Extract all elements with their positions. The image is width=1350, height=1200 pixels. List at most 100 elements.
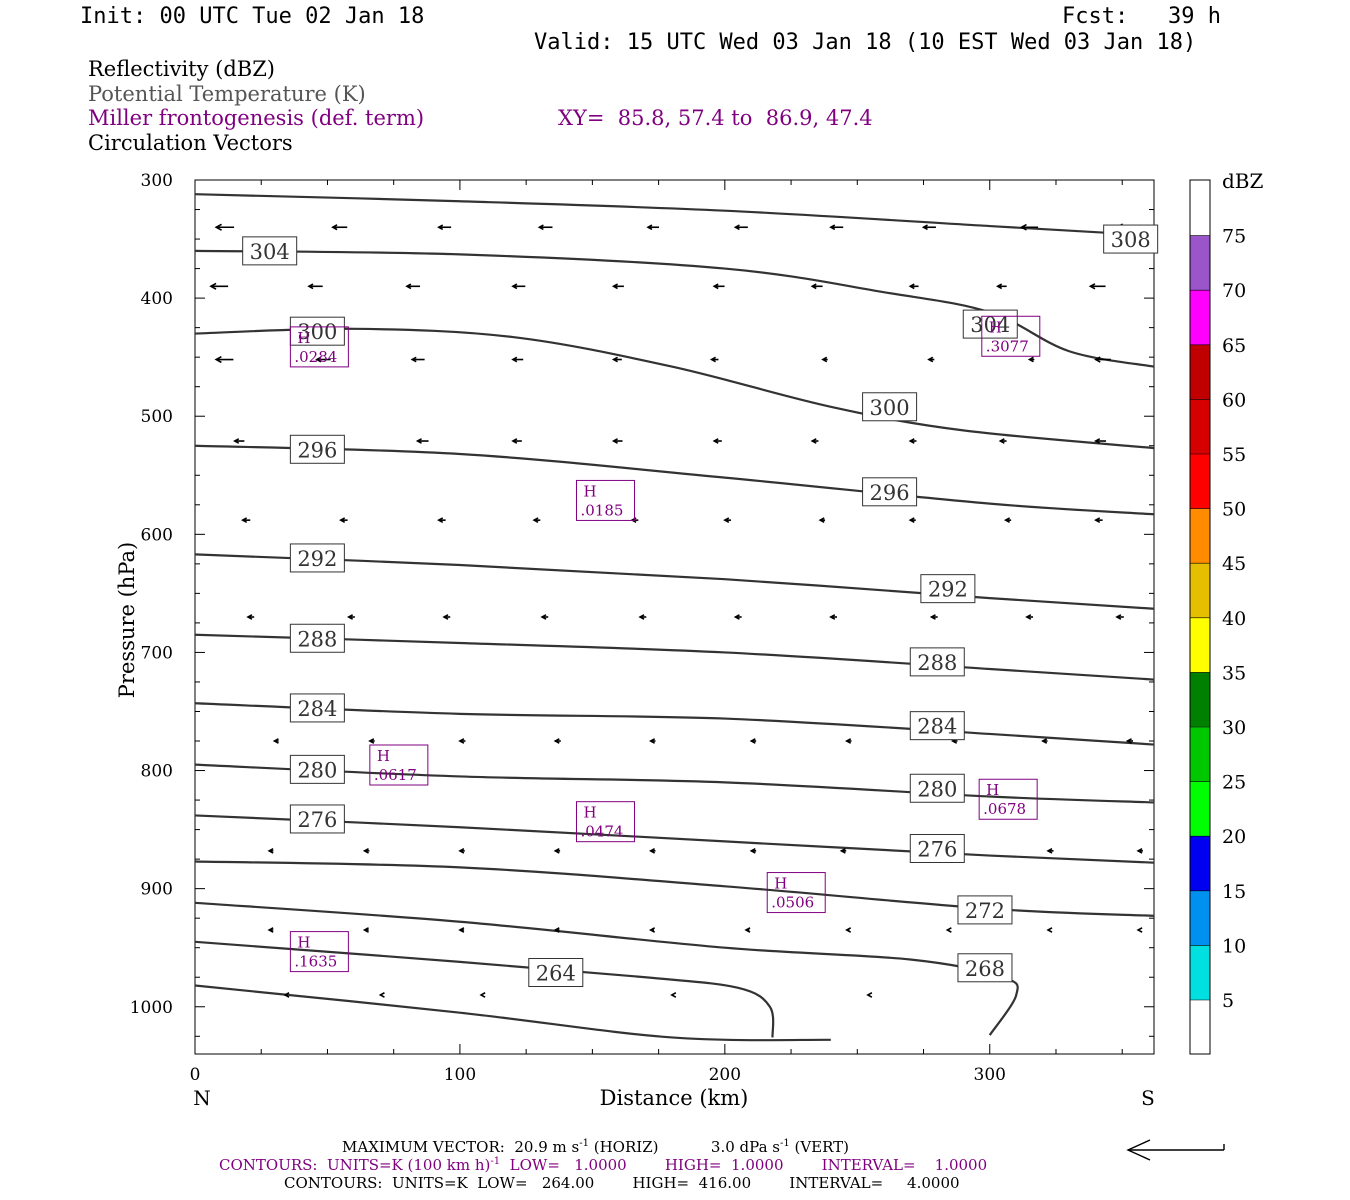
- contour-label-296: 296: [870, 481, 910, 505]
- vector-head: [733, 614, 740, 620]
- frontogenesis-maxima: H.0284H.3077H.0185H.0617H.0474H.0506H.06…: [289, 315, 1041, 973]
- circulation-vector: [733, 224, 748, 231]
- circulation-vector: [458, 927, 465, 933]
- fronto-max-value: .0617: [374, 766, 417, 784]
- circulation-vector: [821, 356, 828, 363]
- colorbar-bottom-segment: [1190, 1000, 1210, 1054]
- vector-head: [283, 992, 290, 998]
- circulation-vector: [1115, 614, 1124, 620]
- colorbar-swatch: [1190, 617, 1210, 673]
- theta-contour-272: [195, 860, 1154, 917]
- y-tick-label: 400: [141, 289, 173, 309]
- cross-section-xy: XY= 85.8, 57.4 to 86.9, 47.4: [558, 106, 873, 130]
- colorbar-label: 65: [1222, 335, 1246, 357]
- vector-head: [1094, 517, 1101, 524]
- circulation-vector: [845, 738, 852, 744]
- vector-head: [821, 356, 828, 363]
- max-vector-head: [1126, 1139, 1151, 1161]
- circulation-vector: [648, 738, 656, 744]
- vector-head: [378, 992, 385, 998]
- vector-head: [553, 847, 560, 854]
- circulation-vector: [638, 614, 647, 620]
- circulation-vector: [511, 356, 524, 363]
- circulation-vector: [929, 614, 938, 620]
- circulation-vector: [927, 356, 935, 363]
- fronto-max-letter: H: [774, 875, 787, 893]
- vector-head: [611, 283, 618, 290]
- circulation-vector: [458, 847, 465, 854]
- contour-label-284: 284: [297, 697, 337, 721]
- circulation-vector: [1094, 517, 1103, 524]
- contour-label-292: 292: [297, 547, 337, 571]
- circulation-vector: [272, 738, 279, 744]
- vector-head: [267, 847, 274, 854]
- fronto-max-letter: H: [986, 781, 999, 799]
- circulation-vector: [315, 356, 331, 363]
- vector-head: [1088, 283, 1096, 290]
- circulation-vector: [670, 992, 677, 998]
- colorbar-swatch: [1190, 235, 1210, 291]
- colorbar-label: 60: [1222, 389, 1246, 411]
- y-axis-label: Pressure (hPa): [115, 542, 139, 698]
- circulation-vector: [415, 438, 429, 444]
- colorbar-swatch: [1190, 290, 1210, 345]
- contour-label-280: 280: [917, 777, 957, 801]
- contour-label-box: [289, 434, 345, 464]
- vector-head: [511, 356, 518, 363]
- contour-label-300: 300: [870, 396, 910, 420]
- y-tick-label: 700: [141, 643, 173, 663]
- fronto-max-letter: H: [297, 329, 310, 347]
- circulation-vector: [829, 224, 844, 231]
- circulation-vector: [908, 438, 917, 444]
- contour-label-box: [242, 236, 298, 266]
- vector-head: [1019, 223, 1027, 231]
- circulation-vector: [267, 847, 274, 854]
- vector-head: [648, 738, 656, 744]
- colorbar-swatch: [1190, 890, 1210, 946]
- circulation-vector: [553, 847, 561, 854]
- vector-head: [749, 847, 756, 854]
- y-tick-label: 800: [141, 762, 173, 782]
- colorbar-label: 5: [1222, 990, 1234, 1012]
- vector-head: [818, 517, 825, 524]
- footer-max-vector: MAXIMUM VECTOR: 20.9 m s-1 (HORIZ) 3.0 d…: [342, 1138, 850, 1156]
- colorbar-swatch: [1190, 727, 1210, 782]
- vector-head: [1046, 927, 1053, 933]
- fronto-max-value: .0678: [983, 800, 1026, 818]
- vector-head: [1125, 738, 1132, 744]
- vector-head: [405, 283, 412, 290]
- circulation-vector: [908, 283, 919, 290]
- contour-label-268: 268: [965, 957, 1005, 981]
- vector-head: [437, 224, 444, 231]
- theta-contour-264: [195, 940, 775, 1038]
- vector-head: [307, 283, 314, 290]
- fronto-max-letter: H: [989, 318, 1002, 336]
- colorbar-label: 50: [1222, 499, 1246, 521]
- vector-head: [437, 517, 444, 524]
- circulation-vector: [540, 614, 549, 620]
- vector-head: [839, 847, 846, 854]
- circulation-vector: [1025, 614, 1034, 620]
- circulation-vector: [511, 438, 522, 444]
- vector-head: [1094, 438, 1101, 444]
- theta-contour-labels: 308 304 304 300 300 296 296 292 292 288 288 284 284 2…: [242, 224, 1159, 988]
- contour-label-292: 292: [928, 578, 968, 602]
- contour-label-288: 288: [917, 651, 957, 675]
- circulation-vector: [410, 356, 425, 363]
- theta-contour-300: [195, 327, 1154, 450]
- vector-head: [553, 738, 560, 744]
- circulation-vector: [733, 614, 742, 620]
- colorbar-label: 25: [1222, 772, 1246, 794]
- vector-head: [458, 738, 465, 744]
- vector-head: [712, 438, 719, 444]
- vector-head: [744, 927, 751, 933]
- fronto-max-value: .0474: [580, 823, 623, 841]
- contour-label-box: [962, 309, 1018, 339]
- vector-head: [749, 738, 756, 744]
- theta-contour-304: [195, 249, 1154, 368]
- circulation-vector: [1046, 847, 1054, 854]
- fronto-max-value: .3077: [986, 337, 1029, 355]
- vector-head: [723, 517, 730, 524]
- colorbar-swatch: [1190, 344, 1210, 400]
- circulation-vector: [437, 224, 452, 231]
